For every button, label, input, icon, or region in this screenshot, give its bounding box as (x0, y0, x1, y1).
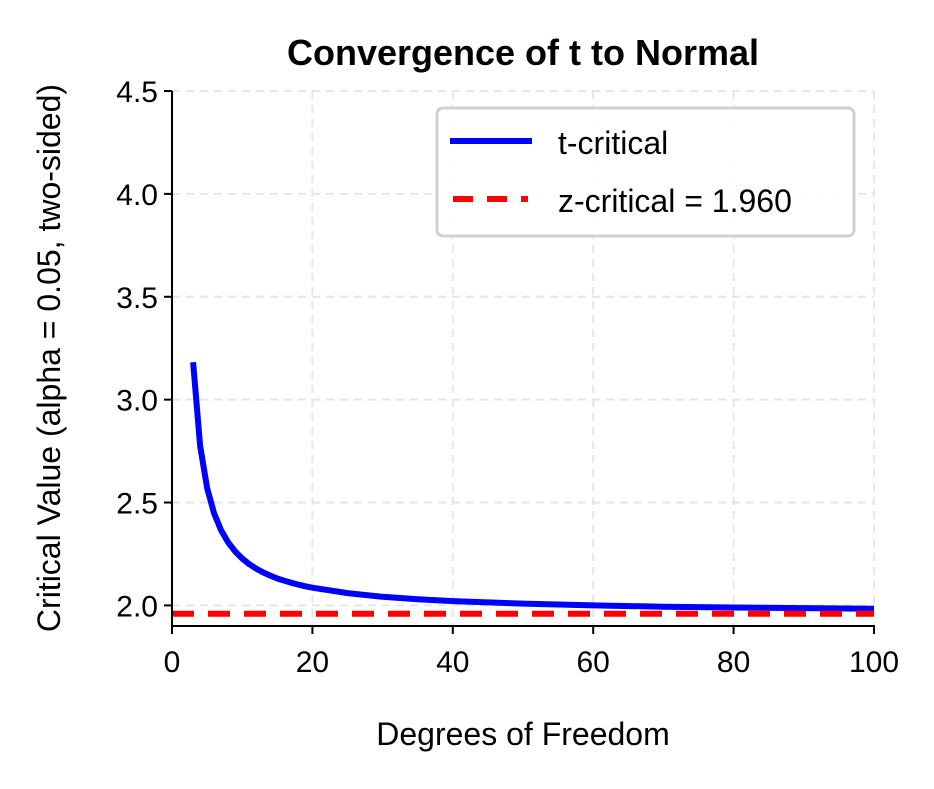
x-tick-label: 60 (577, 646, 610, 679)
legend-label-z-critical: z-critical = 1.960 (558, 183, 792, 219)
y-axis-label: Critical Value (alpha = 0.05, two-sided) (31, 84, 67, 632)
y-tick-label: 3.5 (116, 282, 158, 315)
ticks: 0 20 40 60 80 100 2.0 2.5 3.0 3.5 4.0 4.5 (116, 76, 899, 679)
x-tick-label: 0 (164, 646, 181, 679)
x-tick-label: 40 (436, 646, 469, 679)
y-tick-label: 4.0 (116, 179, 158, 212)
legend-label-t-critical: t-critical (558, 125, 668, 161)
y-tick-label: 2.5 (116, 488, 158, 521)
y-tick-label: 4.5 (116, 76, 158, 109)
legend-box (435, 106, 856, 238)
y-tick-label: 2.0 (116, 590, 158, 623)
x-tick-label: 20 (296, 646, 329, 679)
y-tick-label: 3.0 (116, 385, 158, 418)
series-group (172, 361, 875, 617)
x-axis-label: Degrees of Freedom (376, 716, 669, 752)
x-tick-label: 100 (849, 646, 899, 679)
x-tick-label: 80 (717, 646, 750, 679)
legend: t-critical z-critical = 1.960 (435, 106, 856, 238)
chart-title: Convergence of t to Normal (287, 32, 759, 73)
series-line-t-critical (190, 361, 875, 612)
